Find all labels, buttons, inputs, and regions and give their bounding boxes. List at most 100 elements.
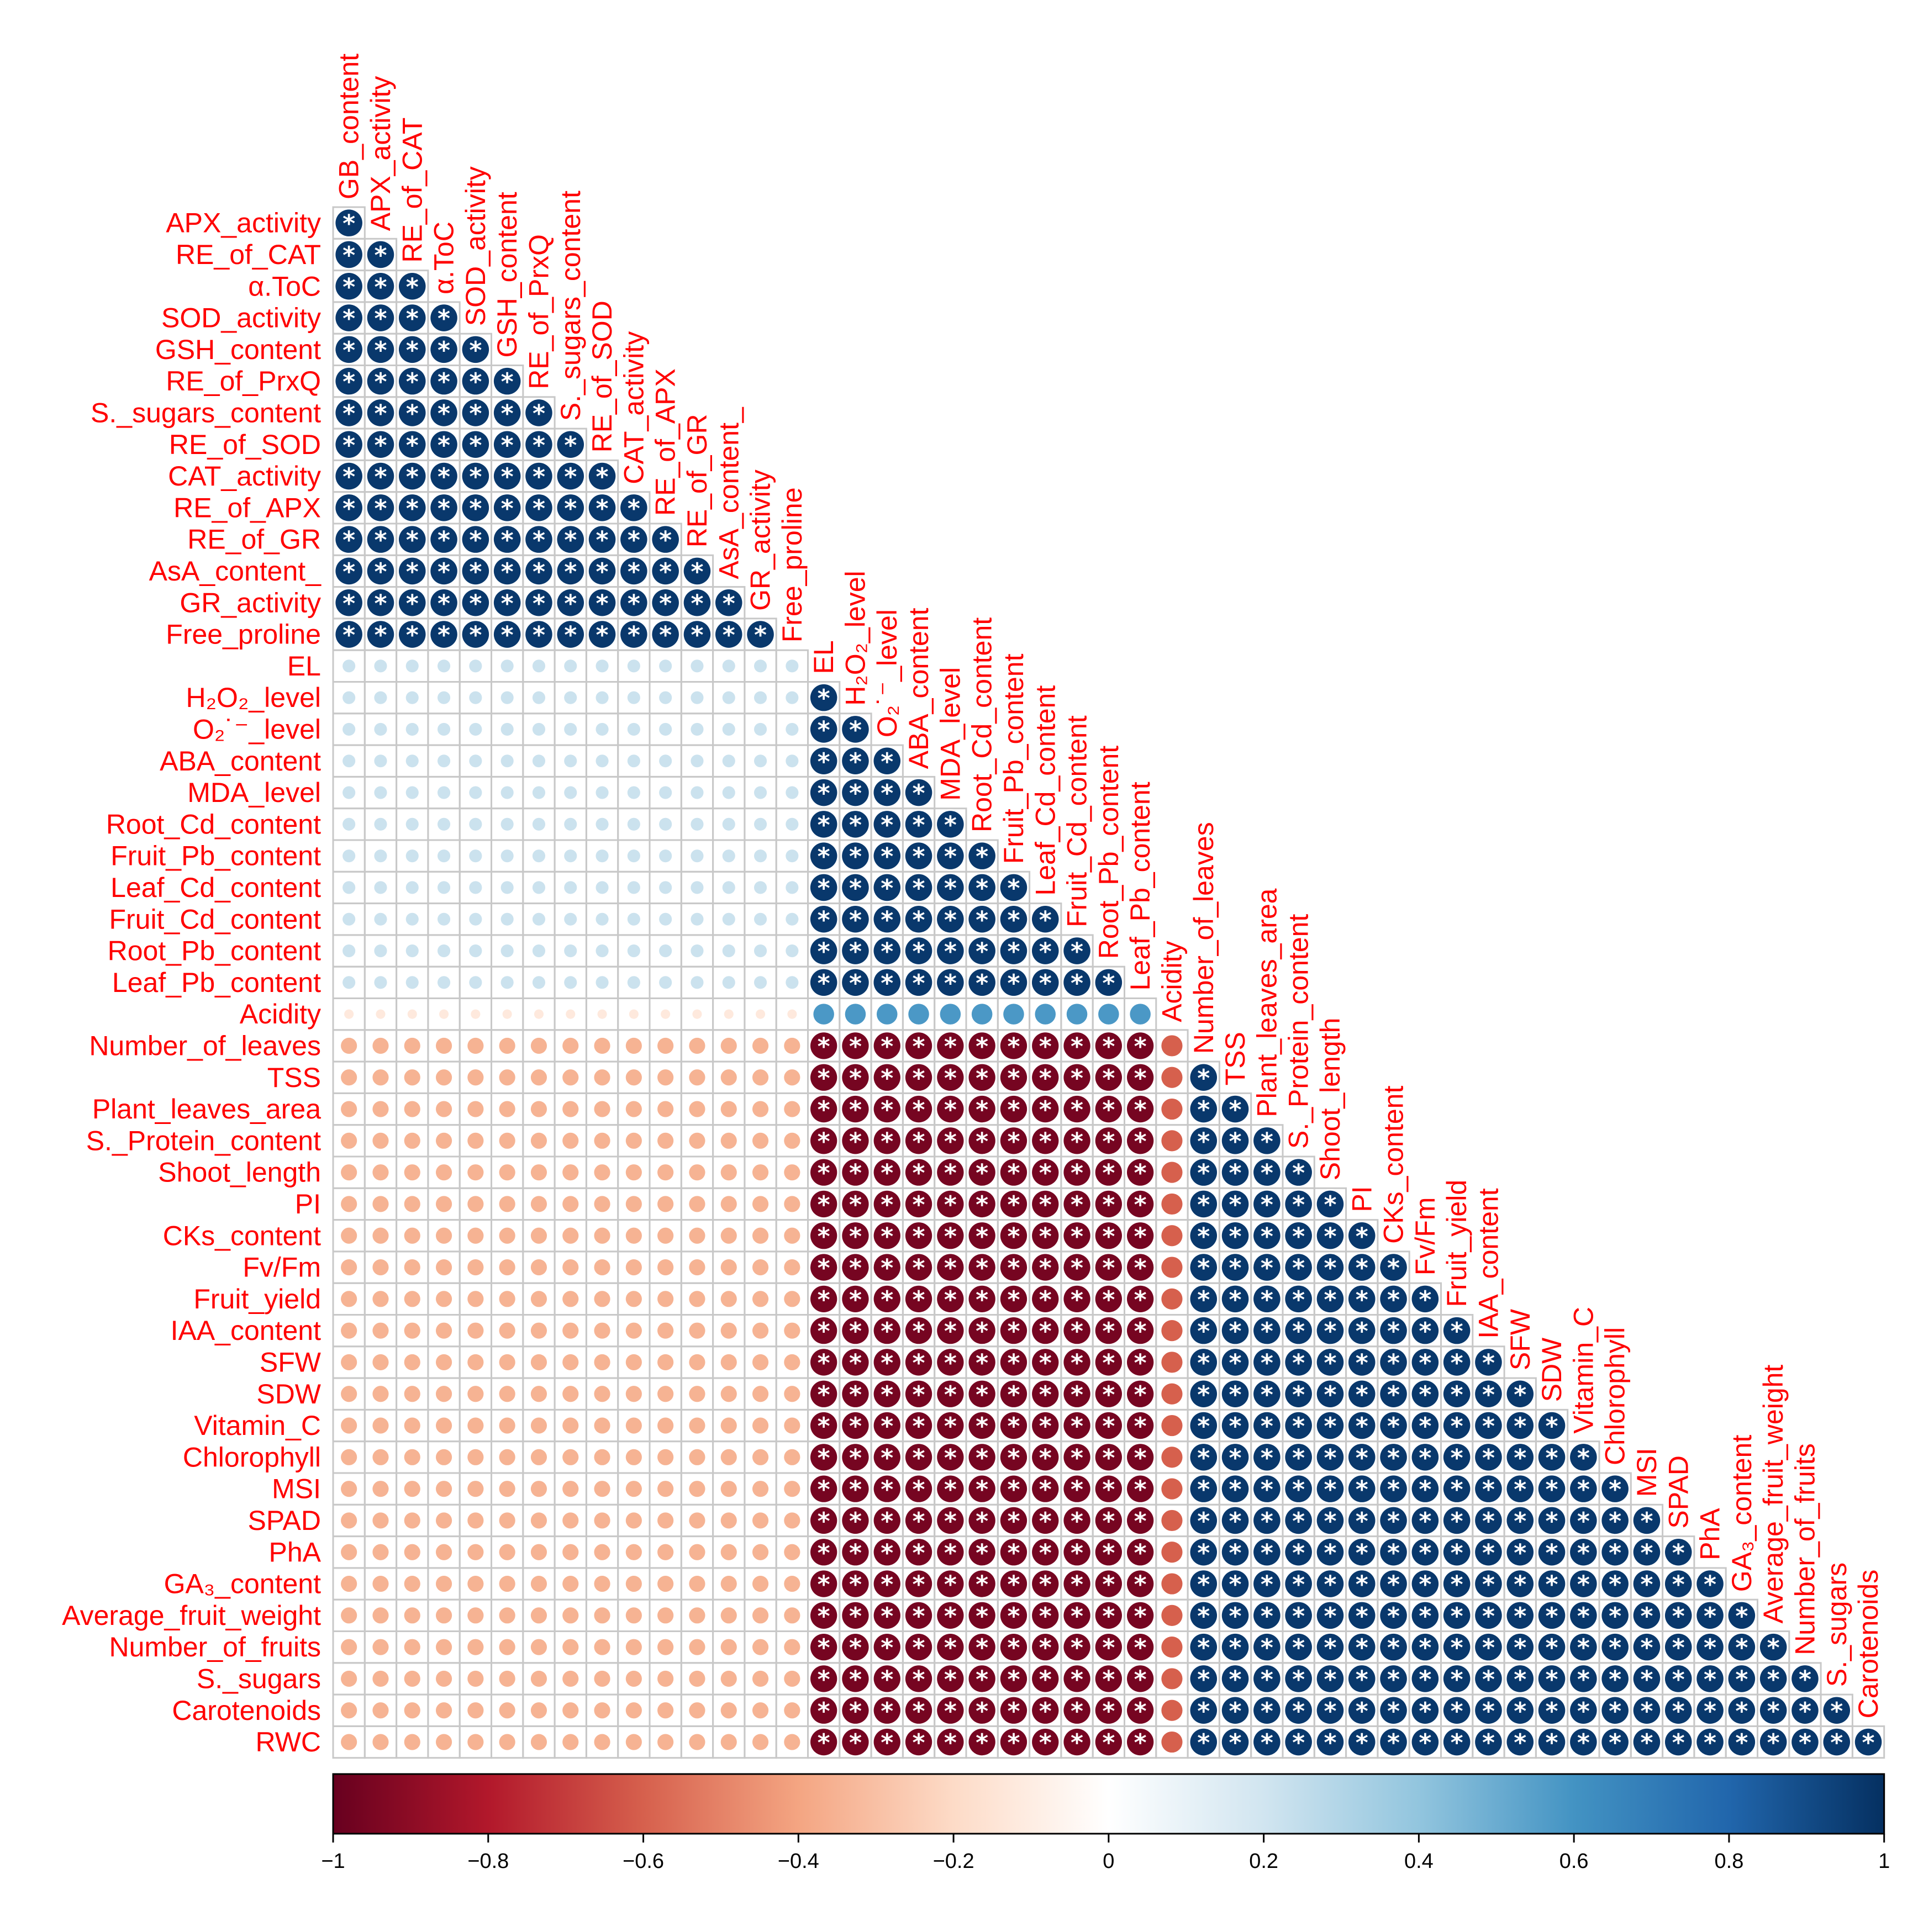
- correlation-circle: [530, 1386, 547, 1402]
- significance-marker: *: [849, 1634, 862, 1662]
- correlation-circle: [873, 747, 901, 775]
- correlation-circle: [937, 1539, 964, 1566]
- correlation-circle: [810, 1064, 837, 1091]
- correlation-circle: [1506, 1412, 1534, 1439]
- significance-marker: *: [1577, 1697, 1590, 1725]
- significance-marker: *: [849, 1127, 862, 1155]
- correlation-circle: [372, 1575, 389, 1592]
- significance-marker: *: [1261, 1159, 1273, 1187]
- significance-marker: *: [1577, 1507, 1590, 1535]
- significance-marker: *: [944, 969, 957, 997]
- correlation-circle: [562, 1607, 579, 1624]
- significance-marker: *: [1292, 1444, 1305, 1472]
- correlation-circle: [1190, 1127, 1218, 1154]
- significance-marker: *: [1261, 1254, 1273, 1282]
- correlation-circle: [1000, 1380, 1028, 1407]
- correlation-circle: [1253, 1507, 1281, 1534]
- correlation-circle: [1285, 1444, 1312, 1471]
- correlation-circle: [1538, 1412, 1566, 1439]
- correlation-circle: [689, 1512, 705, 1529]
- significance-marker: *: [849, 1032, 862, 1060]
- correlation-circle: [873, 1570, 900, 1597]
- correlation-circle: [467, 1639, 484, 1655]
- correlation-circle: [499, 1639, 515, 1655]
- correlation-circle: [720, 1227, 737, 1244]
- correlation-circle: [1348, 1665, 1376, 1692]
- correlation-circle: [722, 659, 735, 673]
- correlation-circle: [1791, 1665, 1819, 1692]
- significance-marker: *: [469, 368, 482, 396]
- correlation-circle: [404, 1702, 420, 1719]
- significance-marker: *: [1229, 1476, 1242, 1504]
- significance-marker: *: [881, 843, 893, 871]
- correlation-circle: [873, 1380, 900, 1407]
- correlation-circle: [1380, 1665, 1407, 1692]
- significance-marker: *: [1197, 1412, 1210, 1440]
- correlation-circle: [876, 1004, 898, 1025]
- significance-marker: *: [1640, 1697, 1653, 1725]
- correlation-circle: [1161, 1098, 1183, 1120]
- column-label: Number_of_fruits: [1789, 1443, 1820, 1655]
- significance-marker: *: [1102, 1602, 1115, 1630]
- significance-marker: *: [1387, 1507, 1400, 1535]
- correlation-circle: [1728, 1602, 1756, 1629]
- significance-marker: *: [818, 1064, 830, 1092]
- correlation-circle: [810, 1222, 837, 1249]
- correlation-circle: [842, 1127, 869, 1154]
- significance-marker: *: [1134, 1286, 1147, 1314]
- significance-marker: *: [1039, 938, 1052, 966]
- correlation-circle: [557, 621, 584, 648]
- significance-marker: *: [881, 906, 893, 934]
- correlation-circle: [753, 817, 767, 831]
- correlation-circle: [873, 1697, 900, 1724]
- correlation-circle: [720, 1417, 737, 1434]
- correlation-circle: [596, 659, 609, 673]
- correlation-circle: [1285, 1190, 1312, 1218]
- correlation-circle: [435, 1259, 452, 1276]
- correlation-circle: [1538, 1633, 1566, 1661]
- row-label: O₂˙⁻_level: [193, 714, 321, 745]
- significance-marker: *: [944, 1191, 957, 1219]
- row-label: RE_of_PrxQ: [166, 366, 321, 397]
- correlation-circle: [625, 1227, 642, 1244]
- correlation-circle: [467, 1670, 484, 1687]
- correlation-circle: [532, 722, 546, 736]
- correlation-circle: [968, 842, 995, 869]
- significance-marker: *: [1197, 1191, 1210, 1219]
- correlation-circle: [1221, 1697, 1249, 1724]
- correlation-circle: [562, 1575, 579, 1592]
- correlation-circle: [1316, 1602, 1344, 1629]
- significance-marker: *: [881, 874, 893, 902]
- correlation-circle: [469, 659, 482, 673]
- significance-marker: *: [944, 811, 957, 839]
- row-label: PhA: [268, 1537, 321, 1567]
- correlation-circle: [1190, 1728, 1218, 1756]
- significance-marker: *: [1039, 1317, 1052, 1345]
- significance-marker: *: [1039, 1412, 1052, 1440]
- correlation-circle: [784, 1544, 800, 1560]
- correlation-circle: [462, 462, 489, 490]
- correlation-circle: [689, 1101, 705, 1117]
- correlation-circle: [786, 754, 799, 768]
- correlation-circle: [752, 1702, 769, 1719]
- correlation-circle: [1506, 1728, 1534, 1756]
- correlation-circle: [657, 1227, 674, 1244]
- correlation-circle: [905, 1127, 932, 1154]
- significance-marker: *: [1356, 1729, 1368, 1757]
- significance-marker: *: [406, 621, 419, 650]
- significance-marker: *: [374, 621, 387, 650]
- significance-marker: *: [1640, 1634, 1653, 1662]
- correlation-circle: [937, 1285, 964, 1313]
- correlation-circle: [1475, 1570, 1502, 1597]
- correlation-circle: [469, 849, 482, 863]
- correlation-circle: [689, 1037, 705, 1054]
- correlation-circle: [1633, 1633, 1661, 1661]
- significance-marker: *: [1039, 1634, 1052, 1662]
- correlation-circle: [691, 976, 704, 989]
- correlation-circle: [657, 1354, 674, 1371]
- significance-marker: *: [913, 1507, 925, 1535]
- correlation-circle: [467, 1069, 484, 1086]
- correlation-circle: [659, 912, 672, 926]
- correlation-circle: [1161, 1162, 1183, 1183]
- significance-marker: *: [1356, 1634, 1368, 1662]
